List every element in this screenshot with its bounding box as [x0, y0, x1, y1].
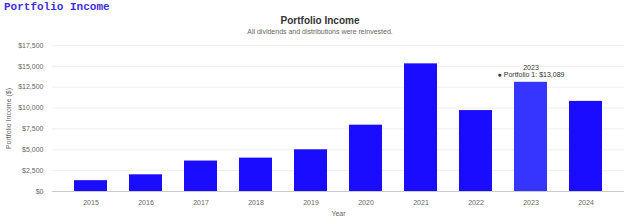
svg-text:2016: 2016: [138, 199, 154, 206]
svg-text:2022: 2022: [468, 199, 484, 206]
svg-text:2020: 2020: [358, 199, 374, 206]
svg-text:Year: Year: [331, 210, 346, 217]
svg-text:$2,500: $2,500: [22, 167, 44, 174]
html-text:Portfolio Income: Portfolio Income: [4, 1, 110, 13]
svg-text:$12,500: $12,500: [18, 83, 43, 90]
svg-text:$5,000: $5,000: [22, 146, 44, 153]
svg-text:2018: 2018: [248, 199, 264, 206]
svg-text:$15,000: $15,000: [18, 63, 43, 70]
svg-text:2017: 2017: [193, 199, 209, 206]
svg-text:2024: 2024: [578, 199, 594, 206]
html-text:Portfolio Income: Portfolio Income: [280, 15, 360, 26]
svg-text:$7,500: $7,500: [22, 125, 44, 132]
svg-text:2019: 2019: [303, 199, 319, 206]
svg-text:$17,500: $17,500: [18, 42, 43, 49]
html-text:All dividends and distribution: All dividends and distributions were rei…: [247, 28, 393, 35]
svg-text:Portfolio Income ($): Portfolio Income ($): [5, 88, 13, 149]
svg-text:$10,000: $10,000: [18, 104, 43, 111]
svg-text:2023● Portfolio 1: $13,089: 2023● Portfolio 1: $13,089: [498, 64, 565, 78]
svg-text:$0: $0: [36, 188, 44, 195]
svg-text:2023: 2023: [523, 199, 539, 206]
svg-text:2021: 2021: [413, 199, 429, 206]
svg-text:2015: 2015: [83, 199, 99, 206]
